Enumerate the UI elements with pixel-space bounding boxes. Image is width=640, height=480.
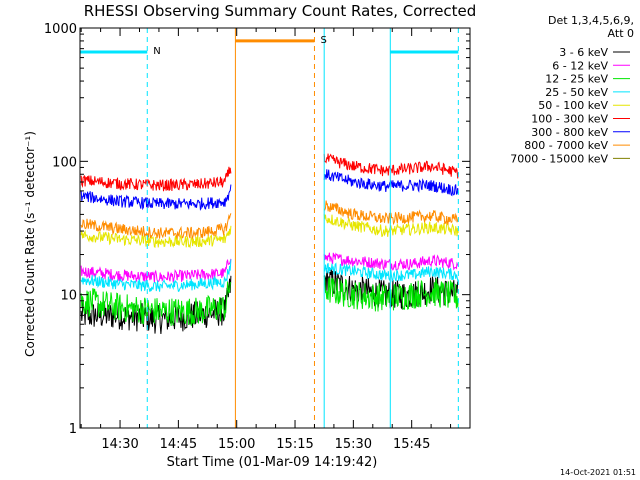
x-tick-label: 15:30 xyxy=(335,437,372,452)
x-tick-label: 14:45 xyxy=(160,437,197,452)
series-line xyxy=(80,258,232,283)
x-tick-label: 15:15 xyxy=(276,437,313,452)
legend-label: 300 - 800 keV xyxy=(531,126,608,139)
legend-label: 12 - 25 keV xyxy=(545,73,608,86)
plot-area: NS xyxy=(79,28,459,428)
y-tick-label: 1000 xyxy=(44,22,77,37)
footer-timestamp: 14-Oct-2021 01:51 xyxy=(560,468,636,477)
legend-header-line: Det 1,3,4,5,6,9, xyxy=(548,14,634,27)
legend-label: 100 - 300 keV xyxy=(531,113,608,126)
series-line xyxy=(80,213,232,240)
series-line xyxy=(80,184,232,211)
series-line xyxy=(323,252,459,271)
legend-label: 25 - 50 keV xyxy=(545,86,608,99)
chart-title: RHESSI Observing Summary Count Rates, Co… xyxy=(84,2,477,20)
legend-label: 50 - 100 keV xyxy=(538,99,608,112)
flag-label: N xyxy=(153,46,160,57)
series-line xyxy=(323,200,459,226)
series-line xyxy=(80,166,232,192)
x-tick-label: 15:45 xyxy=(393,437,430,452)
x-tick-label: 15:00 xyxy=(218,437,255,452)
plot-frame xyxy=(79,27,471,429)
x-axis-label: Start Time (01-Mar-09 14:19:42) xyxy=(167,455,378,470)
axes: 1 10 100 1000 14:30 14:45 15:00 15:15 15:30 15:45 xyxy=(44,22,471,452)
legend-label: 3 - 6 keV xyxy=(559,46,608,59)
series-line xyxy=(80,281,232,326)
series-line xyxy=(323,275,459,312)
series-line xyxy=(323,262,459,283)
flag-label: S xyxy=(320,35,326,46)
legend-label: 7000 - 15000 keV xyxy=(510,152,608,165)
series-line xyxy=(323,214,459,238)
legend-label: 800 - 7000 keV xyxy=(524,139,608,152)
series-line xyxy=(323,153,459,179)
y-axis-label: Corrected Count Rate (s⁻¹ detector⁻¹) xyxy=(23,131,37,357)
legend-header-line: Att 0 xyxy=(608,27,634,40)
legend-label: 6 - 12 keV xyxy=(552,59,608,72)
y-tick-label: 100 xyxy=(52,155,77,170)
series-line xyxy=(323,169,459,197)
series-line xyxy=(80,259,232,292)
series-line xyxy=(80,225,232,249)
y-tick-label: 1 xyxy=(69,422,77,437)
y-tick-label: 10 xyxy=(60,289,77,304)
x-tick-label: 14:30 xyxy=(101,437,138,452)
